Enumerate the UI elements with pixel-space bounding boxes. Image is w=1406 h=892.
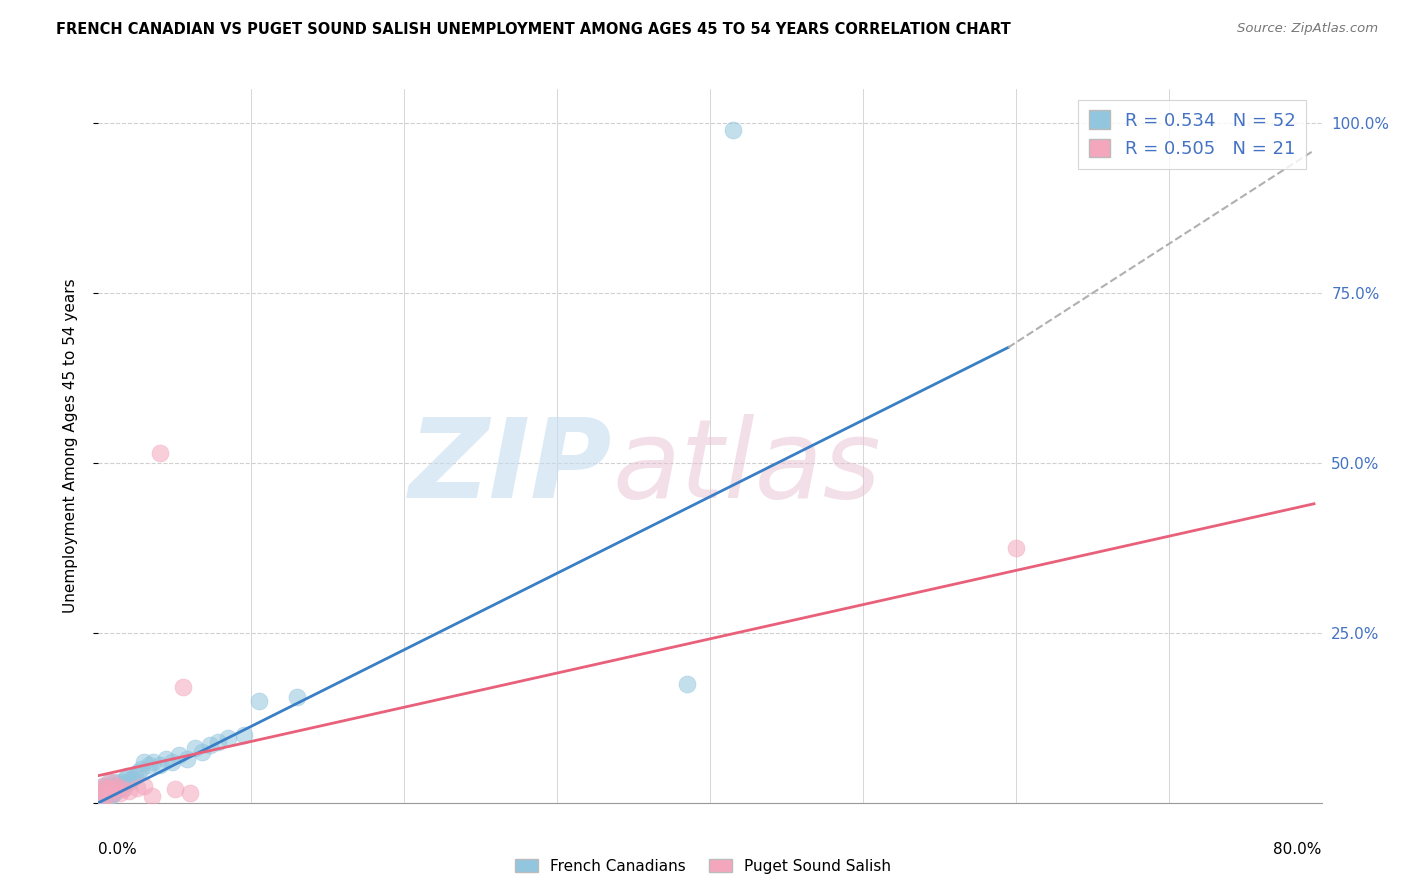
Point — [149, 446, 172, 460]
Point — [98, 790, 121, 805]
Point — [142, 755, 165, 769]
Point — [232, 728, 254, 742]
Point — [91, 790, 114, 805]
Point — [721, 123, 744, 137]
Point — [191, 745, 214, 759]
Point — [94, 789, 117, 803]
Text: 80.0%: 80.0% — [1274, 842, 1322, 857]
Text: 0.0%: 0.0% — [98, 842, 138, 857]
Point — [90, 786, 112, 800]
Point — [117, 769, 139, 783]
Point — [138, 758, 160, 772]
Point — [111, 782, 134, 797]
Point — [94, 780, 117, 795]
Text: ZIP: ZIP — [409, 414, 612, 521]
Text: atlas: atlas — [612, 414, 880, 521]
Point — [198, 738, 221, 752]
Point — [107, 782, 129, 797]
Point — [97, 786, 120, 800]
Point — [104, 775, 127, 789]
Point — [91, 779, 114, 793]
Point — [124, 769, 146, 783]
Point — [100, 775, 122, 789]
Point — [101, 782, 124, 797]
Point — [110, 775, 132, 789]
Point — [134, 755, 156, 769]
Point — [676, 677, 699, 691]
Point — [91, 779, 114, 793]
Point — [93, 783, 115, 797]
Point — [179, 786, 201, 800]
Point — [184, 741, 207, 756]
Point — [118, 775, 141, 789]
Point — [112, 777, 135, 791]
Text: FRENCH CANADIAN VS PUGET SOUND SALISH UNEMPLOYMENT AMONG AGES 45 TO 54 YEARS COR: FRENCH CANADIAN VS PUGET SOUND SALISH UN… — [56, 22, 1011, 37]
Point — [105, 779, 128, 793]
Point — [121, 772, 143, 786]
Point — [100, 783, 122, 797]
Point — [89, 782, 111, 797]
Point — [217, 731, 239, 746]
Point — [169, 748, 191, 763]
Point — [108, 779, 131, 793]
Point — [118, 783, 141, 797]
Point — [104, 783, 127, 797]
Point — [134, 779, 156, 793]
Point — [108, 786, 131, 800]
Point — [103, 782, 125, 797]
Point — [111, 780, 134, 795]
Point — [97, 780, 120, 795]
Point — [141, 789, 163, 803]
Point — [100, 779, 122, 793]
Point — [103, 786, 125, 800]
Point — [97, 782, 120, 797]
Point — [93, 788, 115, 802]
Point — [129, 762, 152, 776]
Y-axis label: Unemployment Among Ages 45 to 54 years: Unemployment Among Ages 45 to 54 years — [63, 278, 77, 614]
Point — [90, 782, 112, 797]
Point — [149, 758, 172, 772]
Point — [285, 690, 308, 705]
Point — [207, 734, 229, 748]
Point — [93, 789, 115, 803]
Point — [160, 755, 183, 769]
Point — [247, 694, 270, 708]
Point — [115, 772, 138, 786]
Point — [94, 783, 117, 797]
Point — [90, 786, 112, 800]
Point — [176, 751, 198, 765]
Point — [103, 780, 125, 795]
Point — [89, 789, 111, 803]
Point — [105, 779, 128, 793]
Legend: R = 0.534   N = 52, R = 0.505   N = 21: R = 0.534 N = 52, R = 0.505 N = 21 — [1078, 100, 1306, 169]
Legend: French Canadians, Puget Sound Salish: French Canadians, Puget Sound Salish — [509, 853, 897, 880]
Point — [155, 751, 177, 765]
Point — [163, 782, 186, 797]
Point — [98, 788, 121, 802]
Point — [172, 680, 194, 694]
Point — [125, 780, 148, 795]
Point — [1004, 541, 1026, 555]
Text: Source: ZipAtlas.com: Source: ZipAtlas.com — [1237, 22, 1378, 36]
Point — [101, 788, 124, 802]
Point — [98, 775, 121, 789]
Point — [127, 765, 149, 780]
